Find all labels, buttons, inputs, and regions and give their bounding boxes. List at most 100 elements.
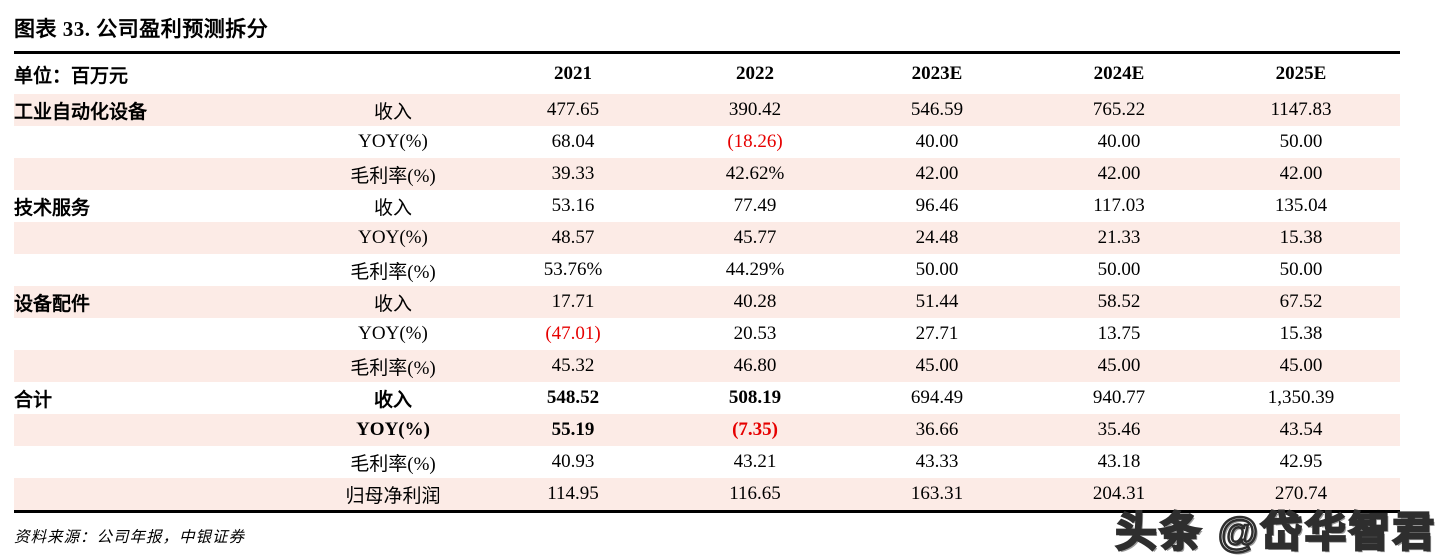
value-cell: 477.65 [546,99,600,120]
table-row: YOY(%) 68.04 (18.26) 40.00 40.00 50.00 [14,126,1400,158]
value-cell: 40.28 [733,291,777,312]
value-cell: 45.32 [551,355,595,376]
value-cell: 15.38 [1279,227,1323,248]
value-cell: 55.19 [551,419,595,440]
value-cell: 44.29% [725,259,785,280]
row-spacer [1392,190,1400,222]
row-spacer [1392,350,1400,382]
value-cell: (7.35) [732,419,778,440]
value-cell: 17.71 [551,291,595,312]
header-spacer [1392,54,1400,94]
year-header-2023e: 2023E [911,63,963,84]
year-header-2024e: 2024E [1093,63,1145,84]
value-cell: 35.46 [1097,419,1141,440]
value-cell: 50.00 [915,259,959,280]
row-spacer [1392,94,1400,126]
year-header-2025e: 2025E [1275,63,1327,84]
value-cell: 135.04 [1274,195,1328,216]
value-cell: 24.48 [915,227,959,248]
value-cell: 21.33 [1097,227,1141,248]
metric-cell: 毛利率(%) [350,261,436,283]
value-cell: 1,350.39 [1267,387,1335,408]
value-cell: 508.19 [728,387,782,408]
value-cell: 42.00 [1279,163,1323,184]
value-cell: 940.77 [1092,387,1146,408]
segment-cell [14,126,304,158]
value-cell: 694.49 [910,387,964,408]
table-row: 毛利率(%) 53.76% 44.29% 50.00 50.00 50.00 [14,254,1400,286]
value-cell: 42.00 [915,163,959,184]
value-cell: 390.42 [728,99,782,120]
value-cell: 43.33 [915,451,959,472]
value-cell: 45.00 [915,355,959,376]
value-cell: 116.65 [729,483,781,504]
value-cell: 117.03 [1093,195,1145,216]
table-row: 归母净利润 114.95 116.65 163.31 204.31 270.74 [14,478,1401,510]
source-note: 资料来源：公司年报，中银证券 [14,529,246,546]
row-spacer [1392,286,1400,318]
segment-cell [14,478,304,510]
row-spacer [1392,158,1400,190]
value-cell: 1147.83 [1270,99,1332,120]
metric-cell: 收入 [374,101,413,123]
title-separator-rule [14,51,1400,54]
table-row: YOY(%) 55.19 (7.35) 36.66 35.46 43.54 [14,414,1401,446]
value-cell: 546.59 [910,99,964,120]
value-cell: 68.04 [551,131,595,152]
table-row: 毛利率(%) 45.32 46.80 45.00 45.00 45.00 [14,350,1401,382]
segment-cell [14,446,304,478]
row-spacer [1392,254,1400,286]
value-cell: 58.52 [1097,291,1141,312]
unit-label: 单位：百万元 [14,65,129,87]
value-cell: 40.00 [1097,131,1141,152]
value-cell: 13.75 [1097,323,1141,344]
table-row: 技术服务 收入 53.16 77.49 96.46 117.03 135.04 [14,190,1400,222]
value-cell: 43.54 [1279,419,1323,440]
metric-cell: 收入 [374,197,413,219]
value-cell: 50.00 [1279,131,1323,152]
year-header-2021: 2021 [554,63,593,84]
row-spacer [1392,382,1400,414]
watermark: 头条 @岱华智君 [1114,508,1437,557]
table-row: YOY(%) 48.57 45.77 24.48 21.33 15.38 [14,222,1401,254]
table-body: 工业自动化设备 收入 477.65 390.42 546.59 765.22 1147.83… [14,94,1401,510]
value-cell: 53.16 [551,195,595,216]
row-spacer [1392,222,1400,254]
segment-cell: 技术服务 [14,197,91,219]
table-row: 毛利率(%) 40.93 43.21 43.33 43.18 42.95 [14,446,1400,478]
value-cell: 46.80 [733,355,777,376]
metric-cell: 毛利率(%) [350,357,436,379]
metric-cell: YOY(%) [356,419,430,440]
value-cell: 548.52 [546,387,600,408]
metric-cell: 毛利率(%) [350,165,436,187]
value-cell: 36.66 [915,419,959,440]
value-cell: 45.00 [1097,355,1141,376]
year-header-2022: 2022 [736,63,775,84]
value-cell: 15.38 [1279,323,1323,344]
metric-cell: 收入 [374,389,413,411]
value-cell: 20.53 [733,323,777,344]
value-cell: 27.71 [915,323,959,344]
value-cell: (47.01) [545,323,601,344]
metric-cell: YOY(%) [358,227,428,248]
segment-cell [14,158,304,190]
value-cell: 163.31 [910,483,964,504]
value-cell: 53.76% [543,259,603,280]
segment-cell: 工业自动化设备 [14,101,148,123]
metric-cell: 毛利率(%) [350,453,436,475]
value-cell: 42.62% [725,163,785,184]
value-cell: 43.18 [1097,451,1141,472]
value-cell: 43.21 [733,451,777,472]
table-row: 合计 收入 548.52 508.19 694.49 940.77 1,350.39 [14,382,1400,414]
value-cell: 50.00 [1097,259,1141,280]
value-cell: 96.46 [915,195,959,216]
row-spacer [1392,318,1400,350]
value-cell: 42.95 [1279,451,1323,472]
value-cell: 67.52 [1279,291,1323,312]
page-title: 图表 33. 公司盈利预测拆分 [14,17,269,41]
value-cell: (18.26) [727,131,783,152]
value-cell: 40.93 [551,451,595,472]
report-figure: 图表 33. 公司盈利预测拆分 单位：百万元 2021 2022 2023E 2… [14,0,1401,547]
segment-cell [14,222,304,254]
value-cell: 51.44 [915,291,959,312]
